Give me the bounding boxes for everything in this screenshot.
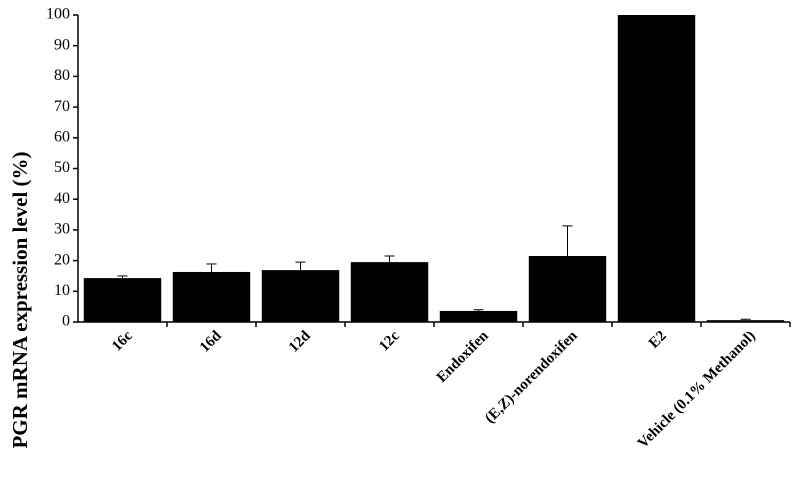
y-tick-label: 50 [54,159,70,176]
bar [83,278,162,322]
x-tick-label: (E,Z)-norendoxifen [482,327,581,426]
y-tick-label: 100 [46,6,70,23]
bar [706,320,785,322]
bar [261,270,340,322]
y-tick-label: 30 [54,221,70,238]
error-bar [295,261,306,271]
bar [350,262,429,322]
x-tick-label: 16d [197,327,225,355]
error-bar [740,318,751,321]
error-bar [562,225,573,256]
bar [617,15,696,322]
y-tick-label: 70 [54,98,70,115]
x-tick-label: 12d [286,327,314,355]
x-tick-label: 12c [376,328,403,355]
x-tick-label: E2 [646,328,670,352]
bar [439,310,518,322]
bar [528,255,607,322]
error-bar [384,255,395,263]
y-tick-label: 10 [54,282,70,299]
y-tick-label: 40 [54,190,70,207]
error-bar [473,309,484,311]
y-tick-label: 60 [54,128,70,145]
bar [172,271,251,322]
x-tick-label: 16c [109,328,136,355]
x-tick-label: Endoxifen [434,327,492,385]
y-tick-label: 20 [54,251,70,268]
y-tick-label: 0 [62,313,70,330]
y-tick-label: 80 [54,67,70,84]
y-axis-label: PGR mRNA expression level (%) [8,151,32,448]
error-bar [206,263,217,272]
error-bar [117,275,128,279]
y-tick-label: 90 [54,36,70,53]
